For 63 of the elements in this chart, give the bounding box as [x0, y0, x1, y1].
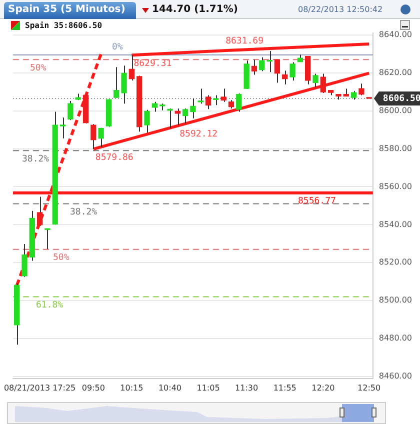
candlestick — [167, 108, 173, 129]
candlestick — [358, 83, 364, 96]
candlestick — [282, 70, 288, 85]
x-tick-label: 10:40 — [158, 383, 182, 392]
candlestick — [68, 100, 74, 121]
x-tick-label: 10:15 — [120, 383, 144, 392]
annotation: 8631.69 — [226, 36, 264, 47]
y-tick-label: 8580.00 — [378, 144, 412, 153]
y-tick-label: 8540.00 — [378, 220, 412, 229]
candlestick — [190, 98, 196, 119]
candlestick — [60, 116, 66, 139]
candlestick — [205, 94, 212, 110]
y-tick-label: 8480.00 — [378, 334, 412, 343]
y-tick-label: 8560.00 — [378, 182, 412, 191]
text: 08/22/2013 12:50:42 — [298, 5, 383, 14]
annotation: 61.8% — [36, 300, 64, 311]
x-tick-label: 12:50 — [358, 383, 381, 392]
candlestick — [290, 62, 296, 81]
candlestick — [174, 108, 180, 126]
annotation: 0% — [112, 42, 124, 53]
candlestick — [90, 124, 96, 150]
y-tick-label: 8620.00 — [378, 68, 412, 77]
candlestick — [220, 88, 226, 102]
x-tick-label: 08/21/2013 17:25 — [4, 383, 76, 392]
candlestick — [128, 54, 135, 81]
candlestick — [259, 56, 265, 72]
candlestick — [182, 108, 188, 124]
text: Spain 35:8606.50 — [25, 21, 102, 30]
annotation: 50% — [53, 253, 70, 264]
candlestick — [22, 244, 28, 278]
annotation: 38.2% — [70, 208, 98, 218]
y-tick-label: 8520.00 — [378, 258, 412, 267]
chart-subtitle: 144.70 (1.71%) — [152, 4, 238, 15]
candlestick — [121, 65, 127, 104]
candlestick — [44, 228, 50, 250]
x-tick-label: 12:20 — [312, 383, 335, 392]
annotation: 8629.31 — [134, 59, 172, 70]
ref-line-label: 8556.77 — [298, 196, 336, 207]
candlestick — [274, 59, 280, 84]
candlestick — [266, 50, 272, 73]
chart-title: Spain 35 (5 Minutos) — [8, 4, 126, 15]
x-tick-label: 11:30 — [235, 383, 258, 392]
candlestick — [98, 127, 104, 148]
candlestick — [114, 66, 120, 98]
y-tick-label: 8460.00 — [378, 372, 412, 381]
candlestick — [320, 73, 326, 94]
y-tick-label: 8600.00 — [378, 106, 412, 115]
x-tick-label: 09:50 — [82, 383, 105, 392]
candlestick — [36, 196, 43, 226]
annotation: 8592.12 — [180, 130, 218, 140]
y-tick-label: 8500.00 — [378, 296, 412, 305]
annotation: 8579.86 — [95, 152, 134, 163]
candlestick — [236, 93, 242, 112]
y-tick-label: 8640.00 — [378, 30, 412, 39]
candlestick — [144, 109, 150, 134]
candlestick — [251, 59, 258, 76]
x-tick-label: 11:55 — [273, 383, 296, 392]
x-tick-label: 11:05 — [196, 383, 220, 392]
ref-line-label: 8606.50 — [382, 94, 420, 104]
annotation: 50% — [30, 63, 47, 74]
candlestick — [213, 94, 219, 106]
candlestick — [312, 73, 318, 88]
annotation: 38.2% — [22, 154, 50, 165]
